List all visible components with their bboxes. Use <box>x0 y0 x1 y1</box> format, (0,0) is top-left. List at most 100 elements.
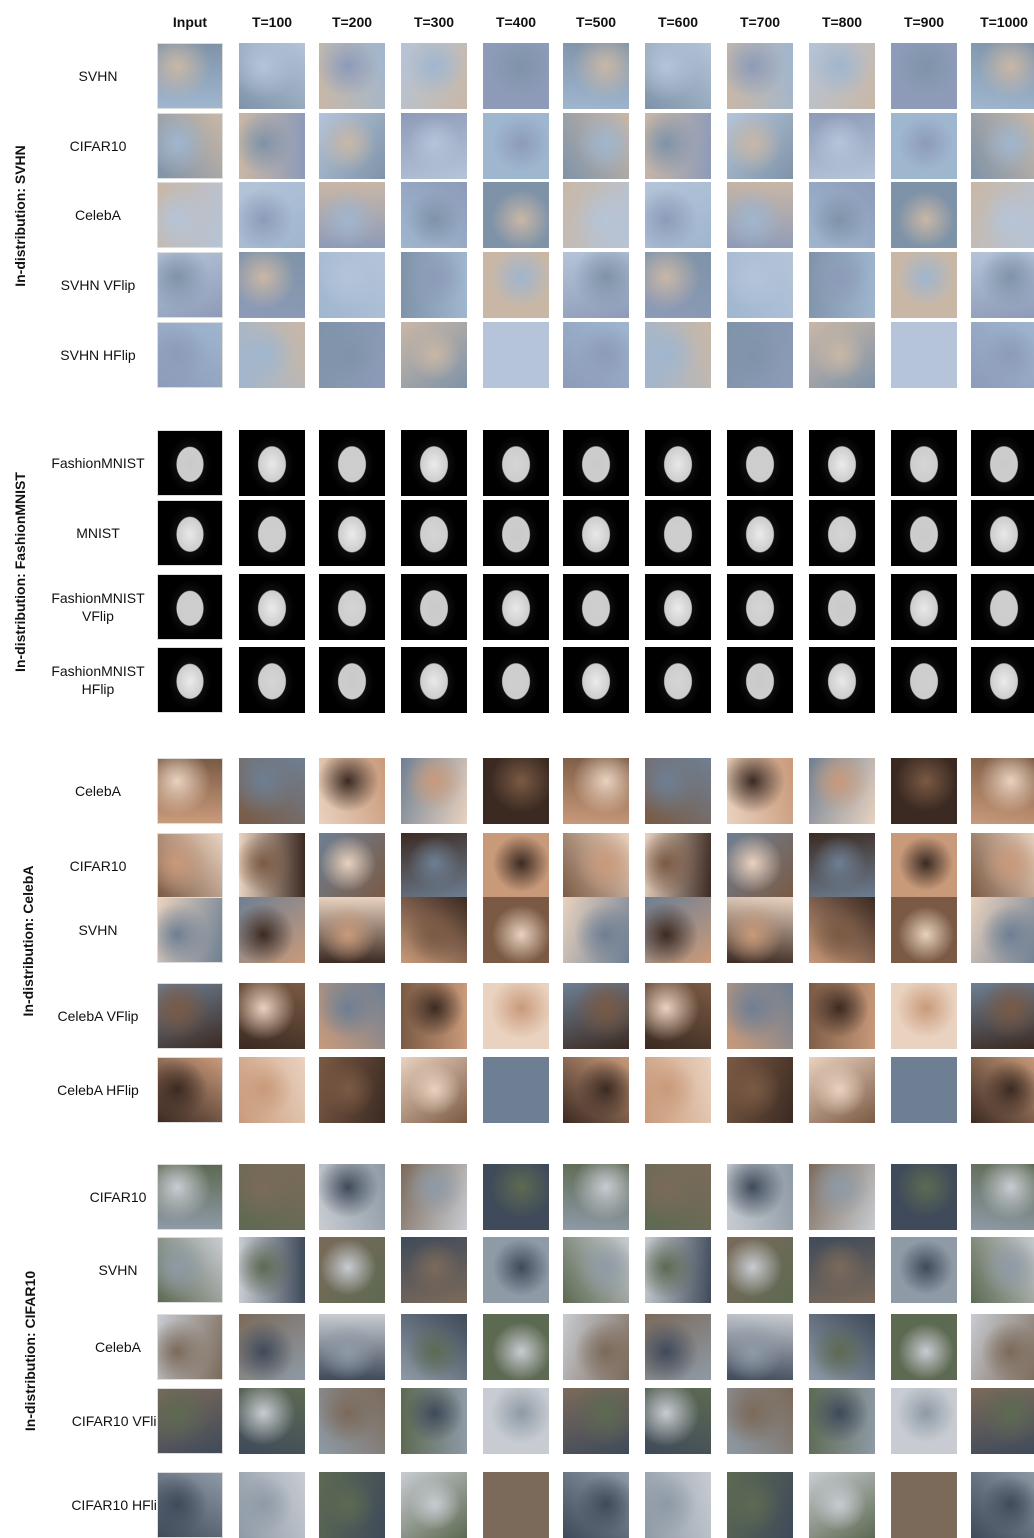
row-label: SVHN <box>98 1262 138 1278</box>
sample-image <box>645 430 711 496</box>
sample-image <box>809 43 875 109</box>
row-label: CIFAR10 <box>89 1189 147 1205</box>
sample-image <box>483 983 549 1049</box>
sample-image <box>239 500 305 566</box>
sample-image <box>401 182 467 248</box>
sample-image <box>563 647 629 713</box>
sample-image <box>727 574 793 640</box>
group-label: In-distribution: SVHN <box>12 144 28 287</box>
sample-image <box>483 430 549 496</box>
column-header: T=500 <box>575 14 617 30</box>
row-label: CIFAR10 VFlip <box>71 1413 165 1429</box>
column-header: T=900 <box>903 14 945 30</box>
sample-image <box>401 43 467 109</box>
sample-image <box>645 182 711 248</box>
sample-image <box>157 1057 223 1123</box>
sample-image <box>239 833 305 899</box>
sample-image <box>239 1314 305 1380</box>
sample-image <box>727 1237 793 1303</box>
sample-image <box>157 1237 223 1303</box>
sample-image <box>645 43 711 109</box>
sample-image <box>319 43 385 109</box>
sample-image <box>239 758 305 824</box>
column-header: T=600 <box>657 14 699 30</box>
sample-image <box>401 647 467 713</box>
sample-image <box>563 574 629 640</box>
sample-image <box>891 252 957 318</box>
sample-image <box>727 1472 793 1538</box>
sample-image <box>809 252 875 318</box>
sample-image <box>727 252 793 318</box>
sample-image <box>727 897 793 963</box>
row-label: FashionMNIST <box>51 455 145 471</box>
sample-image <box>483 574 549 640</box>
row-label: CelebA <box>75 207 121 223</box>
sample-image <box>971 574 1034 640</box>
sample-image <box>891 647 957 713</box>
sample-image <box>971 983 1034 1049</box>
sample-image <box>401 897 467 963</box>
sample-image <box>563 500 629 566</box>
sample-image <box>483 1164 549 1230</box>
sample-image <box>971 500 1034 566</box>
sample-image <box>401 113 467 179</box>
sample-image <box>483 1057 549 1123</box>
sample-image <box>809 1237 875 1303</box>
sample-image <box>401 1472 467 1538</box>
sample-image <box>645 758 711 824</box>
sample-image <box>727 1388 793 1454</box>
sample-image <box>645 1057 711 1123</box>
sample-image <box>891 43 957 109</box>
sample-image <box>809 758 875 824</box>
sample-image <box>401 1388 467 1454</box>
sample-image <box>319 430 385 496</box>
sample-image <box>157 1388 223 1454</box>
sample-image <box>319 758 385 824</box>
sample-image <box>401 833 467 899</box>
sample-image <box>563 1164 629 1230</box>
sample-image <box>563 43 629 109</box>
sample-image <box>483 113 549 179</box>
sample-image <box>319 113 385 179</box>
column-header: T=800 <box>821 14 863 30</box>
sample-image <box>401 1057 467 1123</box>
sample-image <box>319 1237 385 1303</box>
sample-image <box>727 1057 793 1123</box>
sample-image <box>483 500 549 566</box>
sample-image <box>319 833 385 899</box>
sample-image <box>563 252 629 318</box>
sample-image <box>239 647 305 713</box>
sample-image <box>157 647 223 713</box>
sample-image <box>239 182 305 248</box>
sample-image <box>319 574 385 640</box>
sample-image <box>483 897 549 963</box>
sample-image <box>319 500 385 566</box>
sample-image <box>645 1388 711 1454</box>
sample-image <box>483 1388 549 1454</box>
sample-image <box>239 430 305 496</box>
row-label: SVHN VFlip <box>60 277 136 293</box>
sample-image <box>971 897 1034 963</box>
sample-image <box>157 182 223 248</box>
sample-image <box>809 1164 875 1230</box>
sample-image <box>239 1057 305 1123</box>
sample-image <box>563 322 629 388</box>
sample-image <box>563 1472 629 1538</box>
sample-image <box>239 1388 305 1454</box>
sample-image <box>563 182 629 248</box>
sample-image <box>971 758 1034 824</box>
sample-image <box>401 1314 467 1380</box>
row-label: CelebA HFlip <box>57 1082 139 1098</box>
sample-image <box>971 1472 1034 1538</box>
row-label: CelebA VFlip <box>57 1008 139 1024</box>
sample-image <box>483 43 549 109</box>
sample-image <box>157 430 223 496</box>
column-header: T=700 <box>739 14 781 30</box>
sample-image <box>891 1237 957 1303</box>
sample-image <box>401 500 467 566</box>
sample-image <box>319 182 385 248</box>
row-label: FashionMNIST VFlip <box>51 590 145 624</box>
sample-image <box>239 1237 305 1303</box>
sample-image <box>891 1164 957 1230</box>
sample-image <box>971 1164 1034 1230</box>
